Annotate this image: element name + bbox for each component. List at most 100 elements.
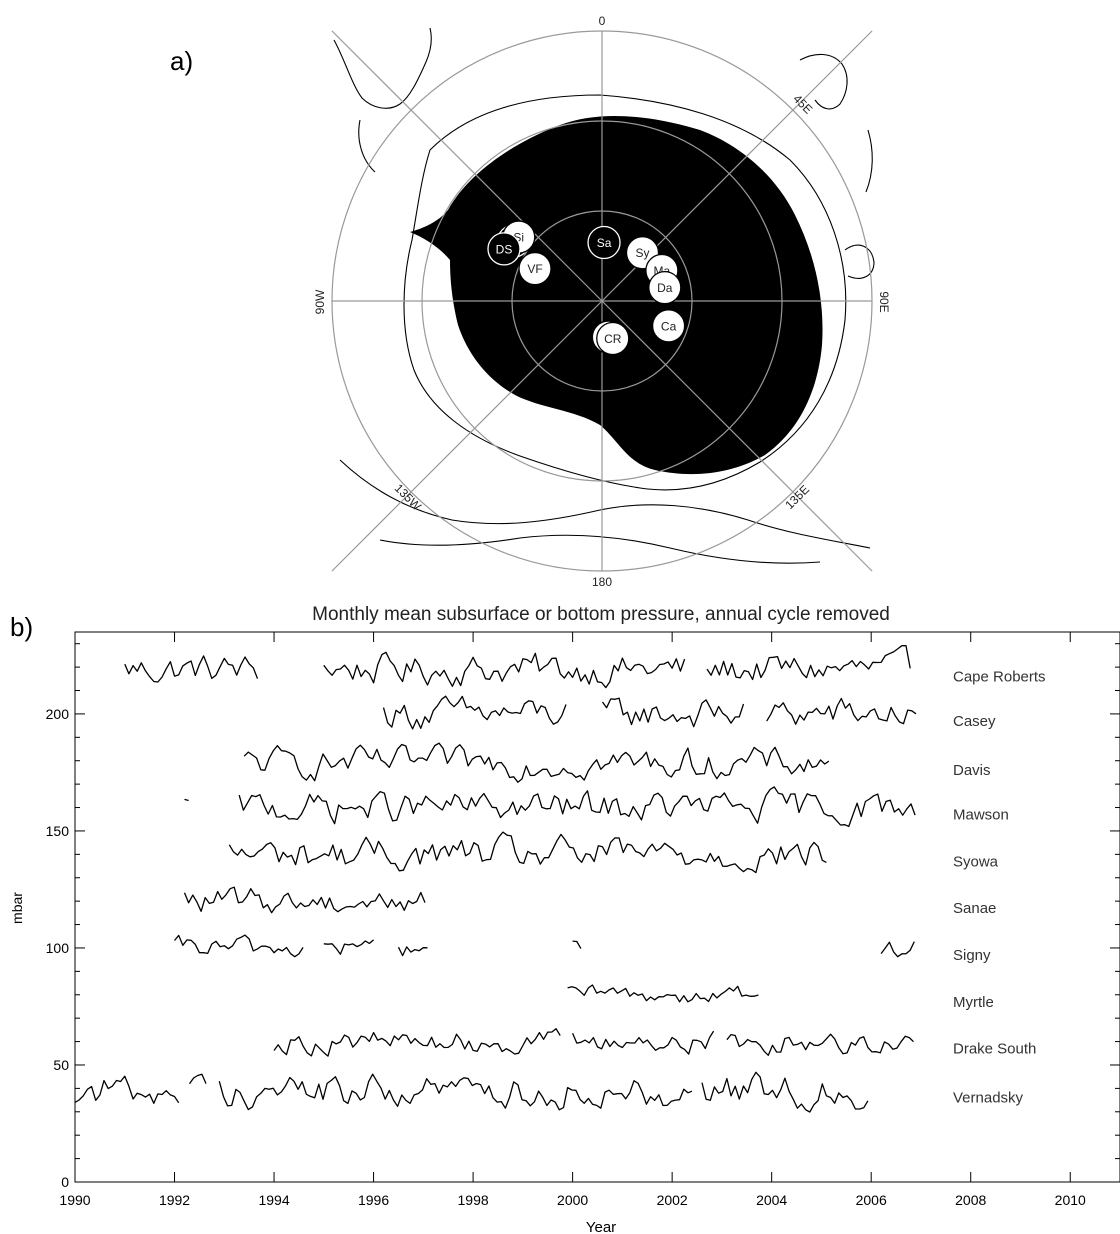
chart-title: Monthly mean subsurface or bottom pressu…: [312, 604, 890, 625]
lon-label-0: 0: [599, 14, 606, 28]
madagascar-coast: [865, 129, 873, 193]
antarctica-landmass: [410, 115, 823, 475]
antarctic-shelf-edge: [403, 94, 847, 491]
series-lines: [74, 644, 917, 1113]
station-label: Ca: [661, 319, 677, 333]
station-marker-sa: Sa: [587, 225, 621, 260]
station-label: DS: [496, 242, 513, 256]
x-tick-label: 1992: [159, 1192, 190, 1208]
series-label: Drake South: [953, 1041, 1036, 1058]
time-series-panel: b) Monthly mean subsurface or bottom pre…: [9, 604, 1120, 1234]
series-line-casey: [382, 695, 567, 730]
station-label: VF: [527, 262, 542, 276]
station-circle: [518, 251, 552, 286]
series-line-drake-south: [273, 1028, 561, 1057]
lon-label-90e: 90E: [877, 291, 891, 312]
series-line-drake-south: [572, 1030, 715, 1055]
series-line-vernadsky: [74, 1075, 180, 1104]
series-line-syowa: [228, 831, 827, 874]
lon-label-90w: 90W: [313, 289, 327, 314]
lon-label-180: 180: [592, 575, 612, 589]
x-tick-label: 2008: [955, 1192, 986, 1208]
station-circle: [596, 321, 630, 356]
australia-coast: [844, 244, 875, 279]
series-line-cape-roberts: [323, 651, 686, 689]
station-circle: [487, 232, 521, 266]
series-line-vernadsky: [701, 1071, 869, 1113]
x-tick-label: 1994: [258, 1192, 289, 1208]
southern-ocean-front-south: [379, 534, 821, 564]
series-line-cape-roberts: [706, 644, 911, 681]
panel-a-label: a): [170, 46, 193, 76]
lon-label-45e: 45E: [790, 92, 815, 117]
series-label: Vernadsky: [953, 1090, 1024, 1107]
station-label: Sa: [597, 236, 612, 250]
coastlines: [333, 27, 875, 564]
station-label: CR: [604, 332, 622, 346]
x-tick-label: 2002: [657, 1192, 688, 1208]
x-axis: 1990 1992 1994 1996 1998 2000 2002 2004 2006 2008…: [59, 632, 1086, 1208]
station-marker-cr: CR: [596, 321, 630, 356]
series-label: Casey: [953, 713, 996, 730]
series-label: Sanae: [953, 900, 996, 917]
station-marker-vf: VF: [518, 251, 552, 286]
series-label: Cape Roberts: [953, 668, 1046, 685]
meridian-line: [331, 300, 603, 572]
x-axis-label: Year: [586, 1219, 616, 1234]
series-line-drake-south: [726, 1033, 914, 1056]
lon-label-135e: 135E: [782, 482, 812, 512]
series-line-signy: [173, 934, 304, 958]
series-line-vernadsky: [188, 1073, 207, 1085]
station-marker-ds: DS: [487, 232, 521, 266]
station-label: Si: [513, 231, 524, 245]
station-circle: [587, 225, 621, 260]
series-line-signy: [572, 940, 582, 949]
station-marker-da: Da: [648, 271, 682, 305]
series-line-signy: [397, 946, 428, 957]
panel-b-label: b): [10, 612, 33, 642]
series-label: Mawson: [953, 807, 1009, 824]
series-line-signy: [323, 939, 375, 955]
series-line-cape-roberts: [124, 655, 259, 683]
x-tick-label: 2006: [856, 1192, 887, 1208]
y-axis: 0 50 100 150 200: [46, 643, 1120, 1190]
graticule: [331, 30, 873, 572]
y-tick-label: 200: [46, 706, 70, 722]
x-tick-label: 2004: [756, 1192, 787, 1208]
africa-coast: [799, 53, 848, 110]
y-tick-label: 100: [46, 940, 70, 956]
series-line-casey: [601, 697, 745, 728]
series-line-casey: [766, 697, 917, 725]
series-label: Davis: [953, 762, 991, 779]
meridian-line: [331, 30, 603, 302]
lon-label-135w: 135W: [392, 481, 425, 514]
southern-ocean-front-north: [339, 459, 871, 549]
y-axis-label: mbar: [9, 892, 25, 924]
x-tick-label: 1990: [59, 1192, 90, 1208]
south-america-coast: [333, 27, 432, 173]
series-labels: Cape Roberts Casey Davis Mawson Syowa Sanae Si…: [953, 668, 1046, 1106]
x-tick-label: 2000: [557, 1192, 588, 1208]
station-markers: MyrSiDSSaSyMaDaCaSBCRVF: [487, 220, 686, 356]
station-label: Da: [657, 281, 673, 295]
station-marker-ca: Ca: [651, 309, 686, 343]
station-circle: [648, 271, 682, 305]
series-line-myrtle: [567, 984, 759, 1003]
x-tick-label: 1998: [458, 1192, 489, 1208]
meridian-line: [601, 300, 873, 572]
series-line-sanae: [183, 886, 426, 914]
series-label: Signy: [953, 947, 991, 964]
y-tick-label: 0: [61, 1174, 69, 1190]
y-tick-label: 150: [46, 823, 70, 839]
y-tick-label: 50: [53, 1057, 69, 1073]
polar-map: a) 0 45E 90E 135E 180 135W 90W MyrSiDSSa…: [170, 14, 891, 589]
series-line-vernadsky: [218, 1073, 693, 1111]
series-label: Myrtle: [953, 994, 994, 1011]
station-label: Sy: [635, 246, 649, 260]
series-line-signy: [880, 941, 915, 958]
x-tick-label: 2010: [1055, 1192, 1086, 1208]
series-label: Syowa: [953, 853, 999, 870]
station-circle: [651, 309, 686, 343]
series-line-mawson: [238, 786, 916, 828]
